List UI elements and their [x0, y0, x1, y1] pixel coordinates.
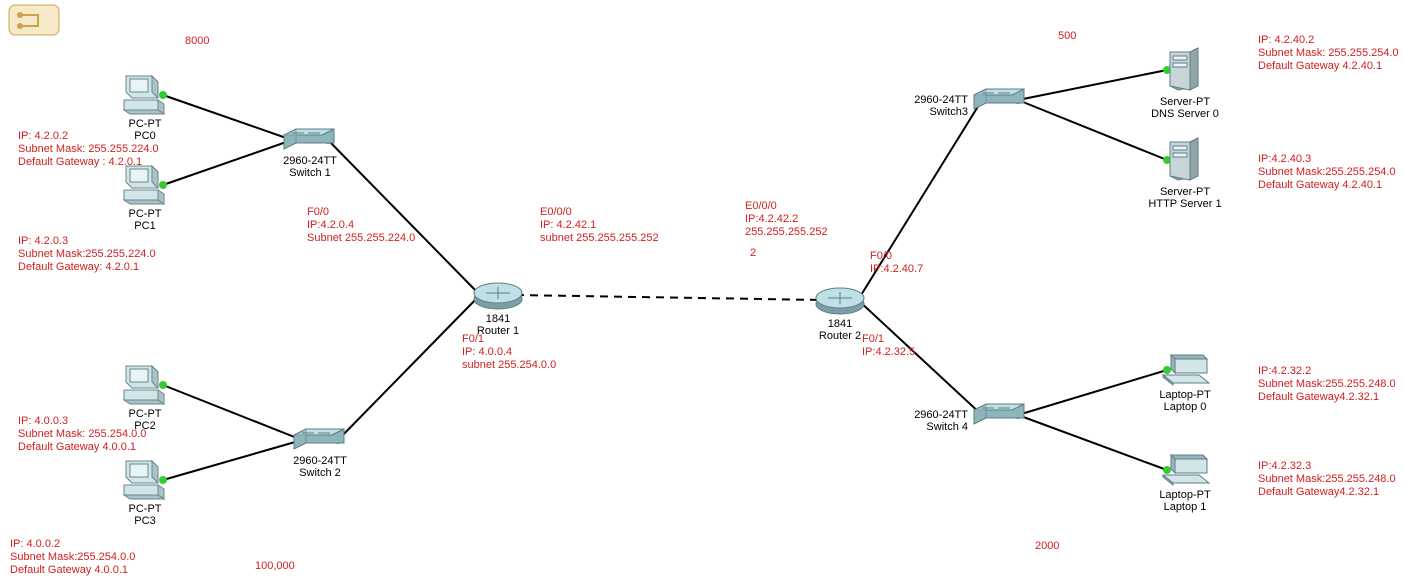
device-label-dns: Server-PTDNS Server 0 [1140, 96, 1230, 120]
annotation-0: IP: 4.2.0.2 Subnet Mask: 255.255.224.0 D… [18, 130, 159, 169]
annotation-1: IP: 4.2.0.3 Subnet Mask:255.255.224.0 De… [18, 235, 156, 274]
annotation-9: 2 [750, 247, 756, 260]
port-light [159, 181, 167, 189]
port-light [476, 291, 484, 299]
port-light [298, 436, 306, 444]
device-label-lap0: Laptop-PTLaptop 0 [1140, 389, 1230, 413]
port-light [1014, 411, 1022, 419]
port-light [288, 136, 296, 144]
port-light [334, 436, 342, 444]
port-light [298, 436, 306, 444]
annotation-13: IP: 4.2.40.2 Subnet Mask: 255.255.254.0 … [1258, 34, 1399, 73]
port-light [818, 296, 826, 304]
device-label-http: Server-PTHTTP Server 1 [1140, 186, 1230, 210]
port-light [288, 136, 296, 144]
port-light [159, 91, 167, 99]
annotation-3: IP: 4.0.0.2 Subnet Mask:255.254.0.0 Defa… [10, 538, 135, 577]
link-sw4-lap1 [1018, 415, 1167, 470]
port-light [159, 476, 167, 484]
annotation-18: 100,000 [255, 560, 295, 573]
device-label-sw3: 2960-24TTSwitch3 [902, 94, 968, 118]
device-label-sw1: 2960-24TTSwitch 1 [265, 155, 355, 179]
port-light [1014, 96, 1022, 104]
annotation-15: IP:4.2.32.2 Subnet Mask:255.255.248.0 De… [1258, 365, 1396, 404]
port-light [1163, 156, 1171, 164]
device-label-sw2: 2960-24TTSwitch 2 [275, 455, 365, 479]
port-light [159, 381, 167, 389]
device-label-sw4: 2960-24TTSwitch 4 [902, 409, 968, 433]
annotation-4: 8000 [185, 35, 209, 48]
device-label-pc3: PC-PTPC3 [100, 503, 190, 527]
port-light [854, 296, 862, 304]
port-light [978, 411, 986, 419]
port-light [324, 136, 332, 144]
port-light [1163, 66, 1171, 74]
annotation-2: IP: 4.0.0.3 Subnet Mask: 255.254.0.0 Def… [18, 415, 146, 454]
annotation-12: 500 [1058, 30, 1076, 43]
port-light [978, 96, 986, 104]
port-light [854, 296, 862, 304]
annotation-11: F0/1 IP:4.2.32.5 [862, 333, 915, 359]
annotation-10: F0/0 IP:4.2.40.7 [870, 250, 923, 276]
annotation-14: IP:4.2.40.3 Subnet Mask:255.255.254.0 De… [1258, 153, 1396, 192]
port-light [476, 291, 484, 299]
annotation-16: IP:4.2.32.3 Subnet Mask:255.255.248.0 De… [1258, 460, 1396, 499]
port-light [512, 291, 520, 299]
annotation-6: F0/1 IP: 4.0.0.4 subnet 255.254.0.0 [462, 333, 556, 372]
annotation-17: 2000 [1035, 540, 1059, 553]
device-label-pc1: PC-PTPC1 [100, 208, 190, 232]
port-light [1014, 96, 1022, 104]
annotation-8: E0/0/0 IP:4.2.42.2 255.255.255.252 [745, 200, 828, 239]
device-label-lap1: Laptop-PTLaptop 1 [1140, 489, 1230, 513]
tool-icon [8, 4, 68, 38]
link-r1-r2 [516, 295, 822, 300]
annotation-5: F0/0 IP:4.2.0.4 Subnet 255.255.224.0 [307, 206, 415, 245]
topology: { "type":"network", "canvas":{"w":1404,"… [0, 0, 1404, 587]
port-light [1014, 411, 1022, 419]
port-light [1163, 466, 1171, 474]
annotation-7: E0/0/0 IP: 4.2.42.1 subnet 255.255.255.2… [540, 206, 659, 245]
port-light [1163, 366, 1171, 374]
